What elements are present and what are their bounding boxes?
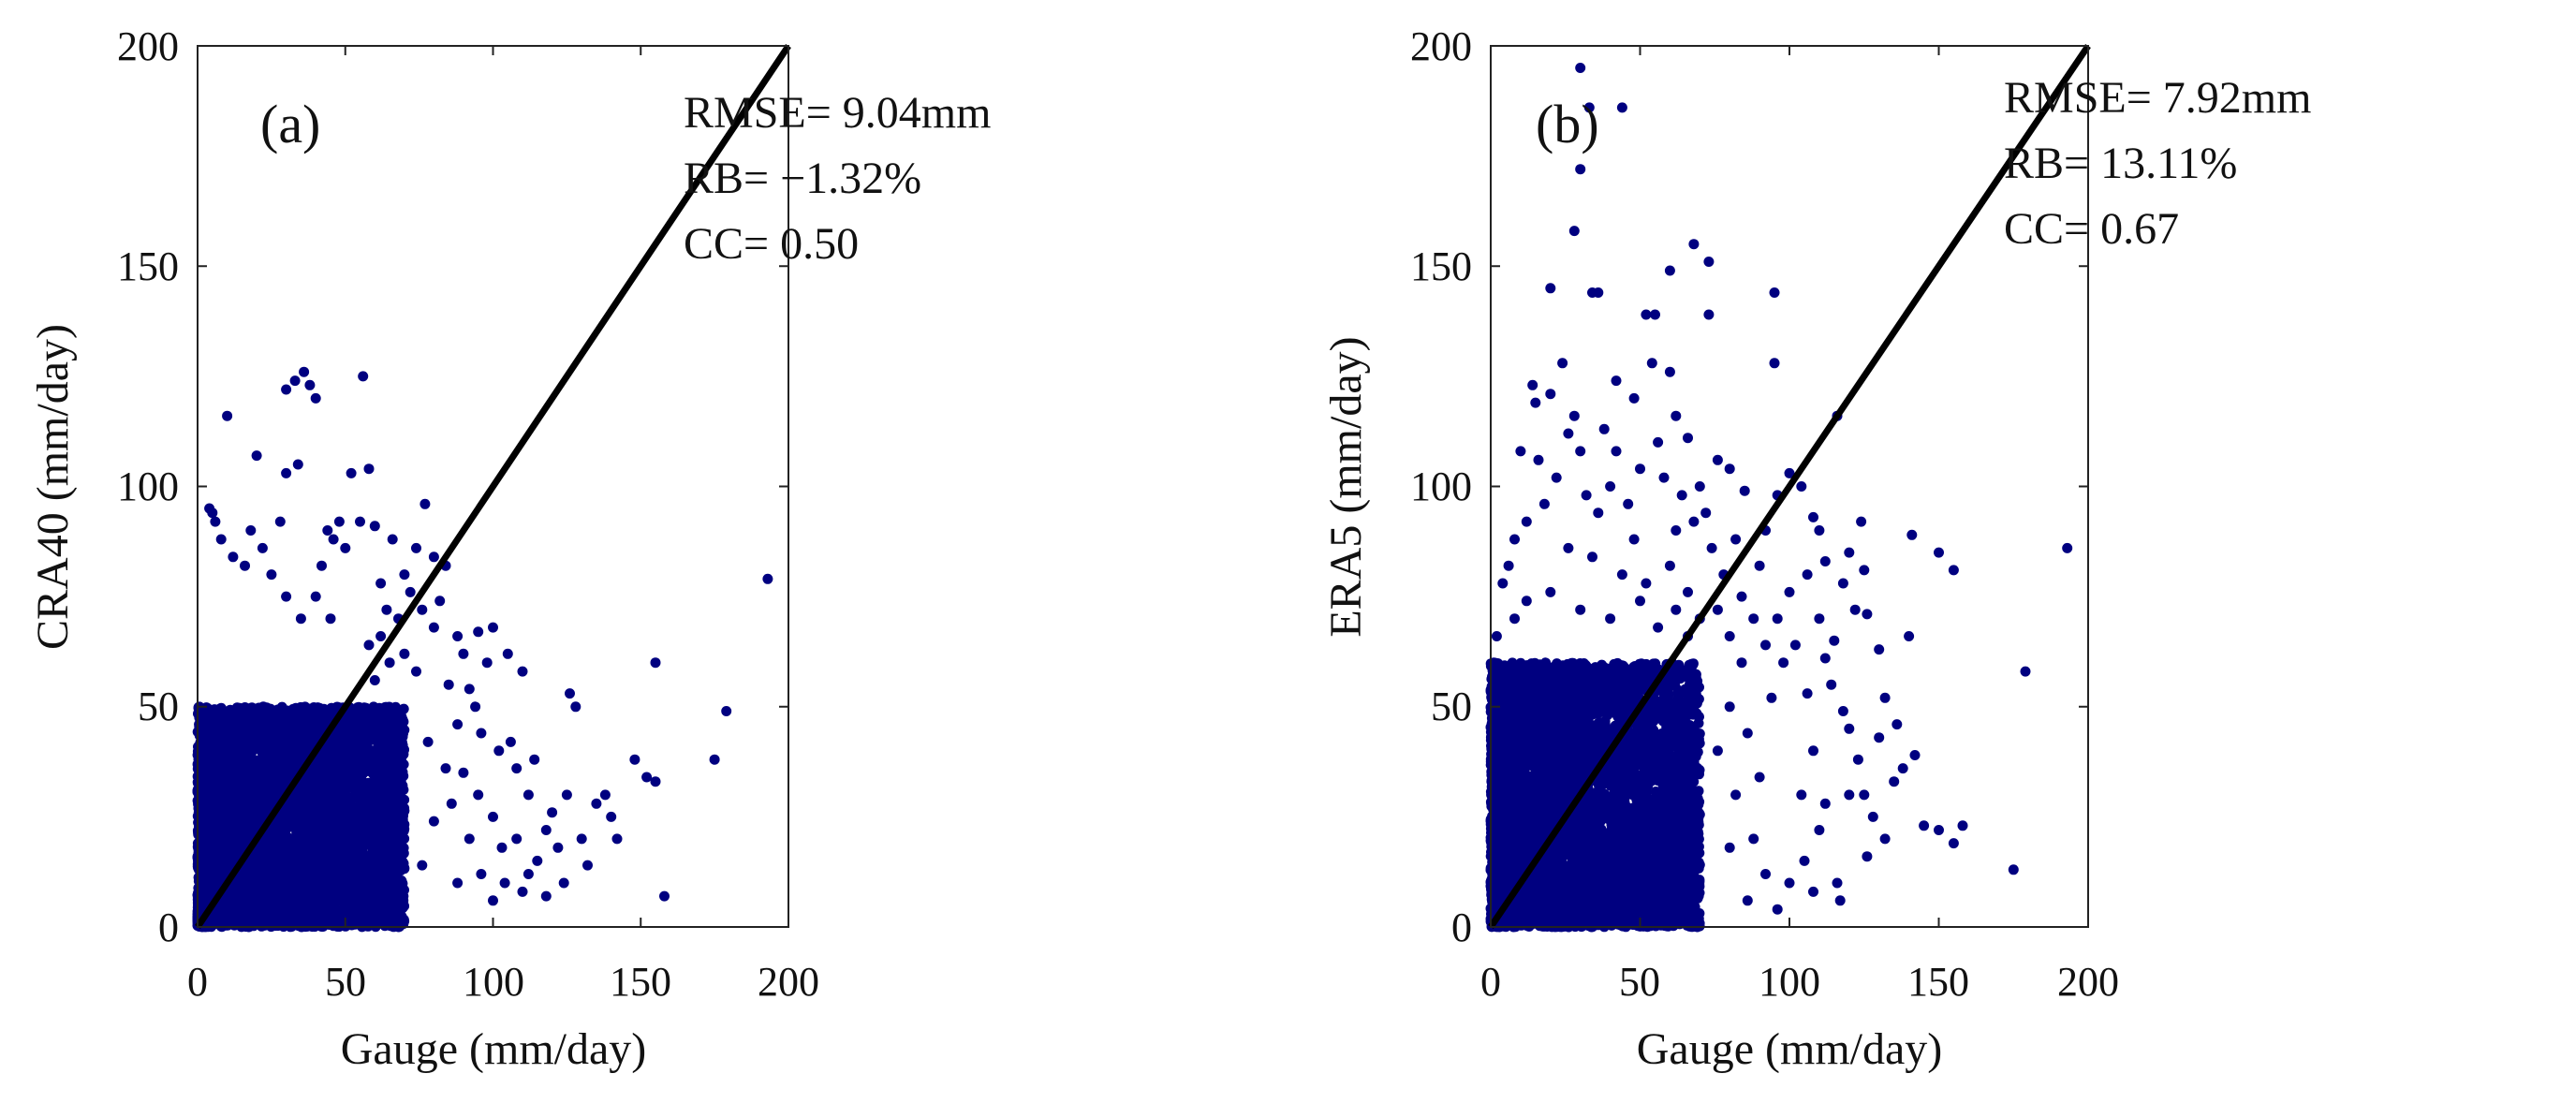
data-point [359, 749, 370, 759]
data-point [243, 749, 255, 760]
data-point [337, 892, 348, 903]
data-point [353, 701, 364, 713]
data-point [375, 784, 385, 795]
data-point [208, 772, 218, 783]
data-point [246, 706, 258, 717]
data-point [391, 894, 403, 905]
data-point [345, 861, 356, 873]
data-point [320, 754, 331, 765]
data-point [392, 717, 404, 728]
data-point [195, 738, 206, 749]
data-point [353, 905, 364, 917]
data-point [370, 861, 381, 873]
data-point [242, 818, 253, 830]
data-point [355, 859, 366, 870]
data-point [368, 821, 378, 832]
data-point [385, 858, 396, 869]
data-point [229, 789, 241, 801]
data-point [203, 753, 214, 764]
data-point [263, 737, 274, 748]
data-point [311, 844, 322, 855]
data-point [194, 885, 205, 896]
data-point [290, 796, 302, 807]
data-point [232, 743, 243, 754]
data-point [328, 874, 339, 885]
data-point [313, 919, 324, 931]
scatter-points-a [192, 366, 773, 933]
data-point [270, 716, 280, 728]
data-point [344, 822, 355, 833]
data-point [289, 754, 300, 765]
data-point [286, 892, 297, 904]
panel-a: 0 50 100 150 200 0 50 100 150 200 Gauge … [28, 23, 991, 1074]
data-point [218, 855, 229, 866]
data-point [236, 706, 246, 717]
data-point [298, 874, 308, 885]
data-point [361, 733, 372, 744]
data-point [226, 846, 236, 857]
data-point [286, 867, 297, 878]
data-point [211, 762, 222, 772]
data-point [366, 713, 377, 725]
data-point [371, 901, 381, 912]
data-point [218, 777, 229, 787]
data-point [394, 708, 405, 719]
data-point [394, 773, 405, 785]
data-point [272, 775, 284, 787]
data-point [293, 885, 304, 895]
data-point [335, 823, 346, 834]
data-point [302, 856, 314, 867]
data-point [350, 787, 361, 798]
data-point [311, 716, 322, 728]
